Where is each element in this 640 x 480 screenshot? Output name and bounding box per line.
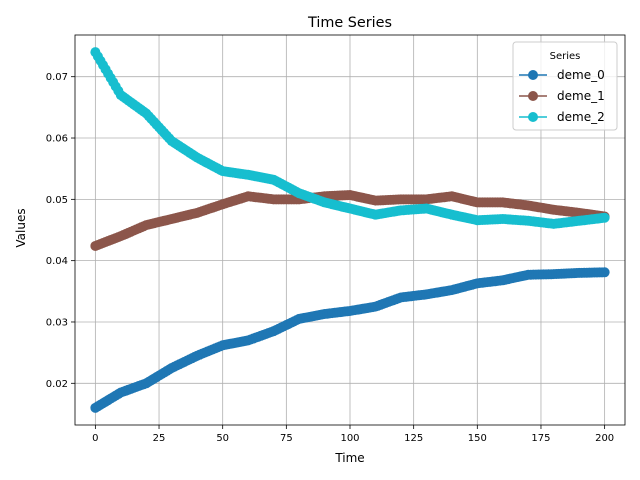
x-tick-label: 0 bbox=[92, 433, 98, 444]
x-axis-label: Time bbox=[334, 451, 364, 465]
series-deme_2 bbox=[90, 47, 610, 229]
y-tick-label: 0.07 bbox=[46, 72, 68, 83]
y-tick-label: 0.03 bbox=[46, 317, 68, 328]
legend-marker bbox=[528, 112, 538, 122]
legend-label: deme_0 bbox=[557, 68, 605, 82]
legend-title: Series bbox=[550, 51, 581, 62]
y-tick-label: 0.05 bbox=[46, 195, 68, 206]
legend-item-deme_0: deme_0 bbox=[519, 68, 605, 82]
x-tick-label: 75 bbox=[280, 433, 293, 444]
x-tick-label: 150 bbox=[468, 433, 487, 444]
axes: 0 25 50 75 100 125 150 175 200 0.02 0.03 0.04 0.05 0.… bbox=[46, 34, 626, 444]
x-tick-label: 25 bbox=[153, 433, 166, 444]
legend-label: deme_1 bbox=[557, 89, 605, 103]
y-tick-label: 0.02 bbox=[46, 379, 68, 390]
legend-marker bbox=[528, 70, 538, 80]
legend-item-deme_2: deme_2 bbox=[519, 110, 605, 124]
series-deme_0 bbox=[90, 267, 610, 413]
legend-marker bbox=[528, 91, 538, 101]
x-tick-label: 125 bbox=[404, 433, 423, 444]
legend-box bbox=[512, 41, 618, 131]
chart-title: Time Series bbox=[307, 15, 392, 31]
legend-item-deme_1: deme_1 bbox=[519, 89, 605, 103]
y-tick-label: 0.06 bbox=[46, 134, 68, 145]
legend-label: deme_2 bbox=[557, 110, 605, 124]
x-tick-label: 175 bbox=[531, 433, 550, 444]
x-tick-label: 50 bbox=[216, 433, 229, 444]
data-point bbox=[599, 267, 610, 278]
x-tick-label: 200 bbox=[595, 433, 614, 444]
series-deme_1 bbox=[90, 190, 610, 251]
data-point bbox=[599, 212, 610, 223]
y-tick-label: 0.04 bbox=[46, 256, 68, 267]
legend: Series deme_0 deme_1 deme_2 bbox=[512, 41, 618, 131]
x-tick-label: 100 bbox=[340, 433, 359, 444]
series-layer bbox=[90, 47, 610, 413]
y-axis-label: Values bbox=[14, 208, 28, 247]
